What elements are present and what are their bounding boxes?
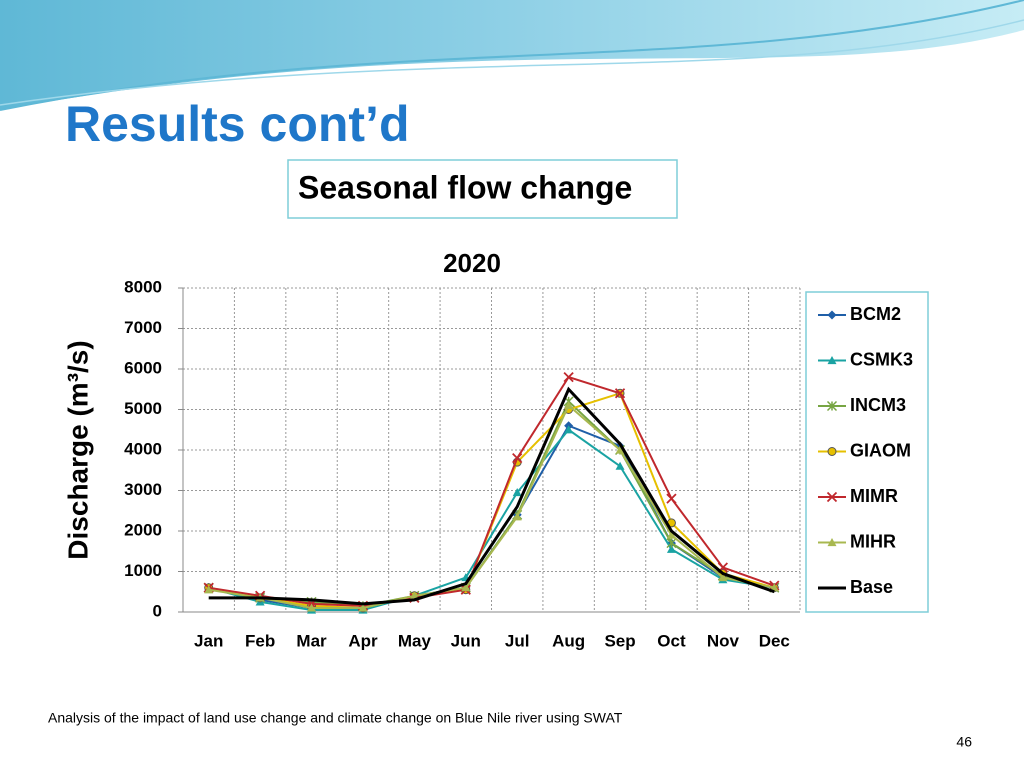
- x-tick-label: Nov: [707, 631, 740, 650]
- marker: [512, 488, 522, 497]
- y-axis-label: Discharge (m³/s): [62, 340, 93, 559]
- marker: [769, 583, 779, 592]
- legend-label: GIAOM: [850, 440, 911, 460]
- legend-label: MIMR: [850, 486, 898, 506]
- series-line: [208, 386, 775, 606]
- marker: [461, 583, 471, 592]
- marker: [614, 388, 626, 399]
- marker: [666, 493, 677, 504]
- marker: [718, 573, 728, 582]
- x-tick-label: Dec: [759, 631, 790, 650]
- x-tick-label: Feb: [245, 631, 275, 650]
- legend-label: CSMK3: [850, 349, 913, 369]
- marker: [666, 538, 677, 549]
- subtitle-box: [287, 159, 678, 219]
- x-tick-label: May: [398, 631, 432, 650]
- marker: [826, 400, 838, 412]
- legend-label: MIHR: [850, 531, 896, 551]
- page-number: 46: [956, 734, 972, 750]
- x-tick-label: Apr: [348, 631, 378, 650]
- y-tick-label: 7000: [124, 318, 162, 337]
- marker: [563, 371, 574, 383]
- x-tick-label: Jun: [451, 631, 481, 650]
- y-tick-label: 1000: [124, 561, 162, 580]
- marker: [615, 445, 625, 454]
- header-decoration: [0, 0, 1024, 111]
- y-tick-label: 0: [153, 601, 162, 620]
- marker: [204, 585, 214, 594]
- series-line: [208, 403, 775, 609]
- marker: [512, 512, 522, 521]
- subtitle: Seasonal flow change: [298, 169, 632, 205]
- marker: [666, 544, 676, 553]
- footnote: Analysis of the impact of land use chang…: [48, 710, 623, 726]
- marker: [307, 603, 317, 612]
- y-tick-label: 4000: [124, 439, 162, 458]
- legend-label: Base: [850, 577, 893, 597]
- marker: [512, 452, 523, 464]
- marker: [666, 530, 676, 539]
- y-tick-label: 5000: [124, 399, 162, 418]
- series-line: [208, 428, 775, 611]
- x-tick-label: Oct: [657, 631, 686, 650]
- marker: [358, 603, 368, 612]
- series-line: [208, 375, 775, 607]
- y-tick-label: 8000: [124, 277, 162, 296]
- y-tick-label: 2000: [124, 520, 162, 539]
- marker: [827, 447, 837, 456]
- marker: [826, 491, 838, 503]
- legend-label: INCM3: [850, 395, 906, 415]
- x-tick-label: Mar: [296, 631, 327, 650]
- marker: [564, 400, 574, 410]
- slide-title: Results cont’d: [65, 96, 409, 152]
- marker: [827, 538, 837, 547]
- chart-title: 2020: [443, 248, 501, 278]
- marker: [564, 425, 574, 434]
- marker: [615, 461, 625, 470]
- marker: [409, 591, 419, 600]
- marker: [827, 310, 837, 320]
- x-tick-label: Jul: [505, 631, 530, 650]
- x-tick-label: Jan: [194, 631, 223, 650]
- y-tick-label: 6000: [124, 358, 162, 377]
- marker: [827, 356, 837, 365]
- y-tick-label: 3000: [124, 480, 162, 499]
- x-tick-label: Aug: [552, 631, 585, 650]
- legend-label: BCM2: [850, 304, 901, 324]
- x-tick-label: Sep: [604, 631, 635, 650]
